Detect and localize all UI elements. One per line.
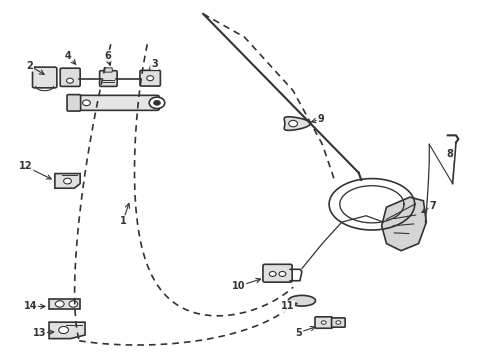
Circle shape <box>66 78 73 83</box>
FancyBboxPatch shape <box>32 67 57 88</box>
Text: 10: 10 <box>231 281 245 291</box>
Polygon shape <box>49 322 85 339</box>
Text: 3: 3 <box>151 59 158 69</box>
Circle shape <box>63 178 71 184</box>
Text: 7: 7 <box>428 201 435 211</box>
Circle shape <box>335 321 340 324</box>
Circle shape <box>321 321 325 324</box>
Text: 14: 14 <box>24 301 37 311</box>
FancyBboxPatch shape <box>104 68 112 72</box>
Text: 8: 8 <box>446 149 452 159</box>
FancyBboxPatch shape <box>263 264 291 282</box>
Polygon shape <box>284 117 309 130</box>
FancyBboxPatch shape <box>331 318 345 327</box>
Circle shape <box>69 301 78 307</box>
Text: 9: 9 <box>317 114 324 124</box>
Text: 6: 6 <box>104 51 111 61</box>
Polygon shape <box>49 298 80 309</box>
Circle shape <box>146 76 153 81</box>
Text: 5: 5 <box>295 328 302 338</box>
FancyBboxPatch shape <box>140 70 160 86</box>
Circle shape <box>279 271 285 276</box>
FancyBboxPatch shape <box>314 317 332 328</box>
FancyBboxPatch shape <box>100 71 117 86</box>
Text: 12: 12 <box>19 161 32 171</box>
Polygon shape <box>381 197 426 251</box>
Text: 4: 4 <box>65 51 72 61</box>
FancyBboxPatch shape <box>60 68 80 86</box>
Ellipse shape <box>287 296 315 306</box>
Circle shape <box>149 97 164 109</box>
Text: 11: 11 <box>280 301 293 311</box>
Circle shape <box>269 271 276 276</box>
Text: 2: 2 <box>26 61 33 71</box>
Circle shape <box>153 100 160 105</box>
FancyBboxPatch shape <box>67 95 81 111</box>
Text: 13: 13 <box>33 328 46 338</box>
FancyBboxPatch shape <box>69 95 159 111</box>
Circle shape <box>55 301 64 307</box>
Circle shape <box>288 120 297 127</box>
Text: 1: 1 <box>120 216 126 226</box>
Circle shape <box>82 100 90 106</box>
Circle shape <box>59 327 68 334</box>
Polygon shape <box>55 174 80 188</box>
